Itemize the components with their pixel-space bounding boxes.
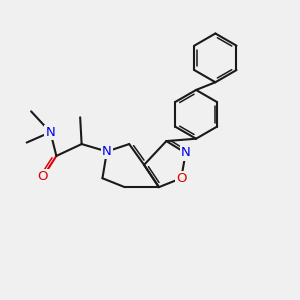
Text: N: N: [46, 126, 55, 139]
Text: N: N: [181, 146, 190, 160]
Text: O: O: [38, 170, 48, 183]
Text: N: N: [102, 145, 112, 158]
Text: O: O: [176, 172, 187, 185]
